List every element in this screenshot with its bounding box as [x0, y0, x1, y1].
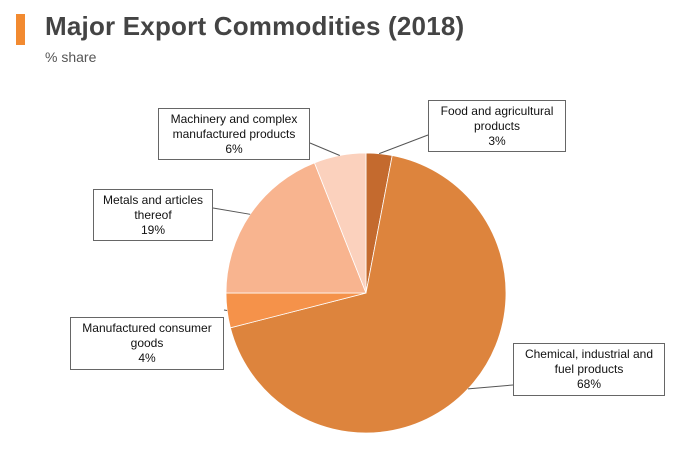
leader-line [468, 384, 514, 390]
slice-value: 6% [225, 141, 243, 156]
slice-value: 68% [576, 377, 602, 391]
title-accent-bar [16, 14, 25, 45]
slice-label-food: Food and agricultural products 3% [428, 100, 566, 152]
slice-name: Food and agricultural products [440, 103, 554, 133]
chart-subtitle: % share [45, 49, 97, 65]
slice-label-chemical: Chemical, industrial and fuel products 6… [513, 343, 665, 396]
slice-label-metals: Metals and articles thereof 19% [93, 189, 213, 241]
slice-name: Machinery and complex manufactured produ… [170, 111, 298, 141]
slice-value: 3% [488, 133, 506, 148]
leader-line [223, 309, 228, 312]
slice-label-consumer: Manufactured consumer goods 4% [70, 317, 224, 370]
leader-line [379, 134, 429, 155]
pie-slice [229, 155, 507, 434]
slice-name: Manufactured consumer goods [82, 321, 212, 350]
leader-line [309, 142, 340, 156]
chart-title: Major Export Commodities (2018) [45, 11, 465, 41]
slice-value: 19% [140, 222, 166, 237]
slice-label-machinery: Machinery and complex manufactured produ… [158, 108, 310, 160]
slice-name: Metals and articles thereof [102, 192, 204, 222]
slice-name: Chemical, industrial and fuel products [524, 347, 654, 376]
leader-line [212, 207, 251, 215]
pie-slice [225, 162, 367, 294]
slice-value: 4% [138, 351, 156, 365]
